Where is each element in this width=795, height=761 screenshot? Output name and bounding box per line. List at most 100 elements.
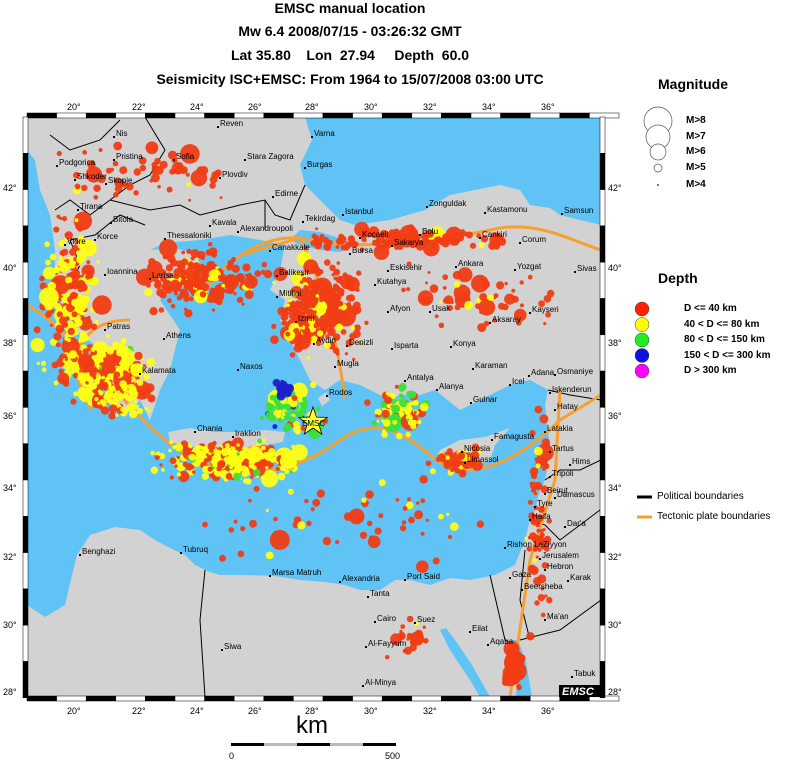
epicenter-dot: [201, 283, 210, 292]
epicenter-dot: [438, 322, 445, 329]
epicenter-dot: [61, 216, 68, 222]
frame-bar: [441, 695, 472, 702]
city-label: Alanya: [439, 382, 464, 391]
epicenter-dot: [183, 295, 190, 302]
epicenter-dot: [281, 416, 285, 420]
event-magnitude-time: Mw 6.4 2008/07/15 - 03:26:32 GMT: [238, 23, 462, 39]
epicenter-dot: [138, 156, 147, 165]
epicenter-dot: [445, 455, 450, 461]
city-marker: [221, 649, 223, 651]
epicenter-dot: [407, 497, 411, 502]
depth-symbol: [634, 363, 650, 379]
frame-bar: [174, 112, 205, 119]
epicenter-dot: [306, 520, 312, 526]
epicenter-dot: [180, 144, 200, 164]
epicenter-dot: [74, 183, 81, 190]
epicenter-dot: [97, 401, 101, 405]
epicenter-dot: [390, 235, 399, 243]
epicenter-dot: [270, 335, 279, 345]
city-label: Mitilini: [279, 289, 301, 298]
epicenter-dot: [231, 264, 240, 273]
epicenter-dot: [406, 501, 414, 510]
epicenter-dot: [293, 420, 300, 428]
epicenter-dot: [310, 507, 315, 512]
city-label: Tanta: [370, 589, 390, 598]
epicenter-dot: [293, 328, 300, 335]
city-marker: [104, 274, 106, 276]
epicenter-dot: [519, 659, 525, 665]
epicenter-dot: [257, 438, 262, 444]
epicenter-dot: [320, 289, 325, 294]
epicenter-dot: [463, 276, 467, 280]
event-star-label: EMSC: [302, 419, 325, 428]
epicenter-dot: [281, 319, 288, 326]
epicenter-dot: [72, 340, 77, 345]
epicenter-dot: [343, 512, 353, 521]
epicenter-dot: [176, 455, 180, 460]
epicenter-dot: [233, 292, 237, 296]
epicenter-dot: [354, 221, 370, 237]
epicenter-dot: [547, 289, 555, 298]
epicenter-dot: [279, 454, 295, 469]
epicenter-dot: [350, 325, 355, 331]
epicenter-dot: [120, 359, 128, 367]
epicenter-dot: [98, 366, 103, 370]
scale-bar: [231, 743, 396, 746]
epicenter-dot: [446, 512, 450, 517]
frame-bar: [293, 112, 324, 119]
epicenter-dot: [218, 283, 223, 288]
epicenter-dot: [546, 596, 553, 604]
epicenter-dot: [524, 536, 528, 541]
epicenter-dot: [429, 468, 436, 475]
lon-tick-label: 34°: [482, 102, 496, 112]
epicenter-dot: [300, 401, 308, 410]
epicenter-dot: [53, 380, 59, 386]
city-label: Famagusta: [494, 432, 535, 441]
epicenter-dot: [323, 341, 331, 349]
epicenter-dot: [289, 416, 296, 423]
epicenter-dot: [306, 356, 311, 360]
epicenter-dot: [468, 455, 476, 463]
frame-bar: [22, 552, 29, 590]
epicenter-dot: [416, 419, 422, 425]
city-label: Tripoli: [552, 469, 574, 478]
city-marker: [519, 242, 521, 244]
epicenter-dot: [462, 231, 468, 237]
epicenter-dot: [236, 452, 240, 456]
epicenter-dot: [105, 334, 110, 338]
epicenter-dot: [76, 279, 86, 289]
epicenter-dot: [400, 624, 406, 629]
scale-segment: [264, 743, 297, 746]
city-marker: [534, 506, 536, 508]
epicenter-dot: [283, 310, 289, 316]
epicenter-dot: [170, 279, 180, 289]
epicenter-dot: [82, 348, 89, 355]
epicenter-dot: [447, 534, 453, 540]
city-marker: [362, 685, 364, 687]
city-label: Istanbul: [345, 207, 373, 216]
city-marker: [374, 621, 376, 623]
city-marker: [470, 402, 472, 404]
epicenter-dot: [154, 279, 162, 287]
epicenter-dot: [65, 276, 73, 284]
lat-tick-label: 38°: [608, 338, 622, 348]
city-marker: [514, 269, 516, 271]
epicenter-dot: [425, 460, 432, 467]
city-label: Hatay: [557, 402, 578, 411]
city-marker: [276, 296, 278, 298]
city-marker: [77, 209, 79, 211]
epicenter-dot: [211, 308, 216, 312]
city-marker: [173, 159, 175, 161]
city-label: Aydin: [316, 336, 336, 345]
city-label: Kavala: [212, 218, 237, 227]
epicenter-dot: [384, 396, 393, 405]
epicenter-dot: [462, 464, 467, 469]
boundary-label: Tectonic plate boundaries: [657, 511, 771, 522]
lat-tick-label: 32°: [608, 552, 622, 562]
city-label: Tubruq: [183, 545, 208, 554]
epicenter-dot: [303, 259, 319, 275]
epicenter-dot: [316, 330, 324, 337]
city-marker: [455, 266, 457, 268]
frame-bar: [22, 153, 29, 190]
epicenter-dot: [94, 320, 99, 324]
